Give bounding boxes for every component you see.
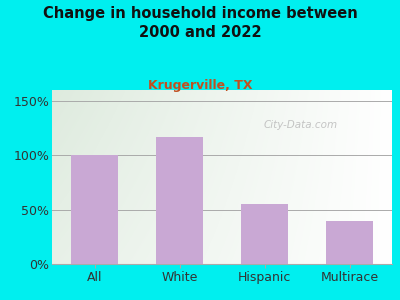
Bar [156,137,203,264]
Bar [241,204,288,264]
Text: City-Data.com: City-Data.com [263,120,337,130]
Text: Krugerville, TX: Krugerville, TX [148,80,252,92]
Text: Change in household income between
2000 and 2022: Change in household income between 2000 … [43,6,357,40]
Bar [71,155,118,264]
Bar [326,220,373,264]
